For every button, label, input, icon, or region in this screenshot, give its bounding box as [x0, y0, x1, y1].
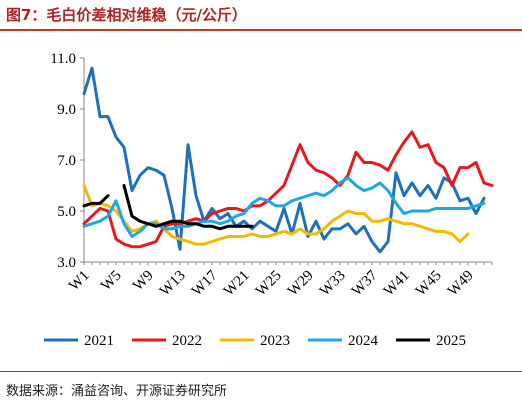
y-tick-label: 7.0 [57, 153, 76, 169]
legend-label-2024: 2024 [348, 333, 379, 349]
y-axis: 3.0 5.0 7.0 9.0 11.0 [50, 51, 85, 271]
x-tick-label: W41 [381, 268, 413, 300]
y-tick-label: 11.0 [50, 51, 76, 67]
source-rule [0, 371, 522, 372]
legend-label-2022: 2022 [172, 333, 202, 349]
x-tick-label: W33 [317, 268, 349, 300]
y-tick-label: 5.0 [57, 204, 76, 220]
x-tick-label: W9 [130, 268, 157, 295]
series-line-2021 [82, 66, 486, 254]
x-tick-label: W37 [349, 267, 381, 299]
legend-label-2021: 2021 [84, 333, 114, 349]
x-tick-label: W49 [445, 268, 477, 300]
x-tick-label: W45 [413, 268, 445, 300]
y-tick-label: 9.0 [57, 102, 76, 118]
x-axis: W1 W5 W9 W13 W17 W21 W25 W29 W33 W37 W41 W45 W49 [66, 261, 493, 300]
legend-label-2023: 2023 [260, 333, 290, 349]
x-tick-label: W13 [157, 268, 189, 300]
x-tick-label: W25 [253, 268, 285, 300]
x-tick-label: W17 [189, 267, 221, 299]
series-line-2022 [82, 130, 494, 249]
y-tick-label: 3.0 [57, 255, 76, 271]
legend: 2021 2022 2023 2024 2025 [44, 333, 466, 349]
x-tick-label: W29 [285, 268, 317, 300]
x-tick-label: W21 [221, 268, 253, 300]
x-tick-label: W5 [98, 268, 125, 295]
figure-title: 图7：毛白价差相对维稳（元/公斤） [6, 6, 247, 24]
x-tick-label: W1 [66, 268, 93, 295]
legend-label-2025: 2025 [436, 333, 466, 349]
source-note: 数据来源：涌益咨询、开源证券研究所 [6, 384, 228, 399]
series-layer [82, 66, 494, 254]
series-line-2025 [82, 184, 254, 231]
title-rule [0, 29, 522, 31]
